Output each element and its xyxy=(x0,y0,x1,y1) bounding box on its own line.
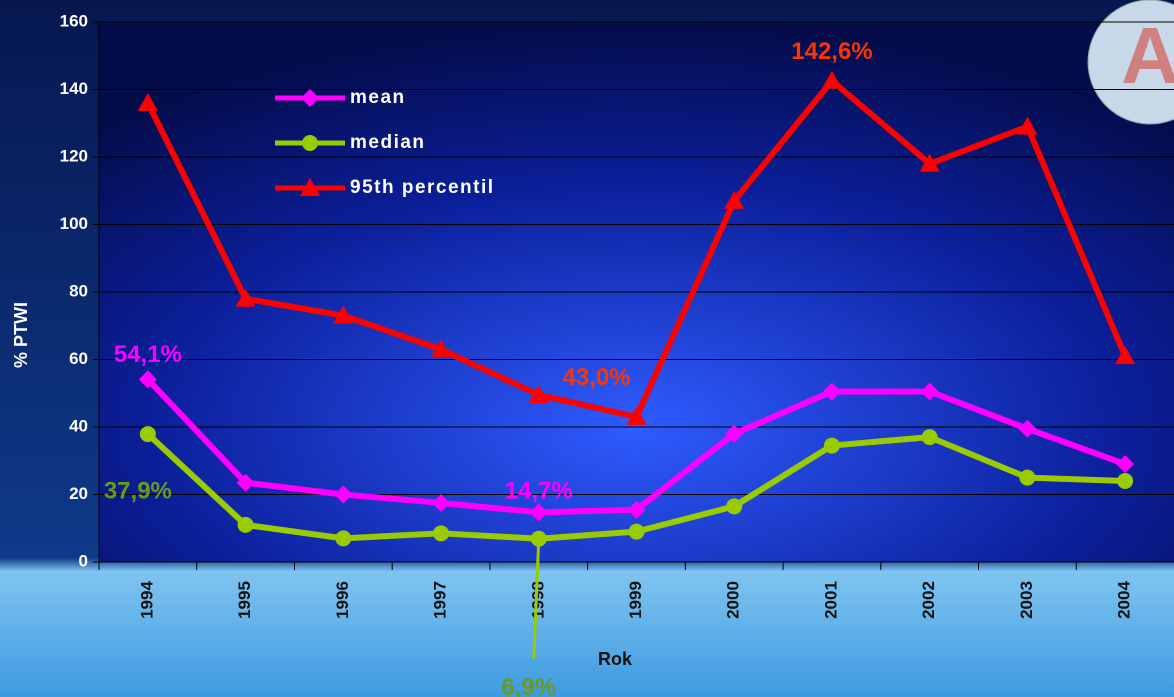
x-axis-title: Rok xyxy=(598,649,633,669)
data-point xyxy=(528,384,549,403)
data-point xyxy=(1117,473,1134,489)
x-tick-label: 1999 xyxy=(626,581,645,619)
x-tick-label: 2002 xyxy=(919,581,938,619)
x-tick-label: 1996 xyxy=(333,581,352,619)
x-tick-label: 2003 xyxy=(1017,581,1036,619)
data-label: 142,6% xyxy=(791,38,872,65)
data-point xyxy=(138,370,157,389)
data-point xyxy=(724,190,745,209)
y-tick-label: 40 xyxy=(69,416,88,435)
y-tick-label: 0 xyxy=(79,551,88,570)
data-point xyxy=(237,516,254,533)
legend-label: 95th percentil xyxy=(350,177,495,198)
y-tick-label: 140 xyxy=(60,79,88,98)
data-point xyxy=(334,485,353,504)
data-point xyxy=(433,525,450,542)
data-point xyxy=(137,93,158,111)
data-point xyxy=(627,500,646,519)
data-point xyxy=(1115,346,1136,365)
data-point xyxy=(1019,469,1036,486)
legend-marker xyxy=(300,178,320,196)
data-label: 6,9% xyxy=(501,674,556,697)
data-point xyxy=(821,70,842,89)
x-tick-label: 1997 xyxy=(431,581,450,619)
data-point xyxy=(919,153,940,172)
y-tick-label: 100 xyxy=(60,214,88,233)
data-point xyxy=(1116,455,1135,474)
y-tick-label: 80 xyxy=(69,281,88,300)
data-label: 43,0% xyxy=(562,364,630,391)
data-point xyxy=(823,437,840,454)
x-tick-label: 2004 xyxy=(1115,581,1134,619)
data-label: 54,1% xyxy=(114,341,182,368)
data-point xyxy=(335,530,352,547)
data-point xyxy=(333,305,354,324)
x-tick-label: 2000 xyxy=(724,581,743,619)
legend-label: mean xyxy=(350,87,406,108)
x-tick-label: 2001 xyxy=(821,581,840,619)
y-axis-title: % PTWI xyxy=(11,302,31,368)
data-point xyxy=(236,473,255,492)
x-tick-label: 1995 xyxy=(235,581,254,619)
data-point xyxy=(726,498,743,515)
data-point xyxy=(1017,116,1038,135)
data-point xyxy=(432,493,451,512)
data-point xyxy=(235,288,256,307)
data-point xyxy=(628,523,645,540)
data-point xyxy=(725,424,744,443)
data-point xyxy=(920,382,939,401)
legend-marker xyxy=(302,135,318,151)
legend-marker xyxy=(301,89,319,107)
data-point xyxy=(822,382,841,401)
data-label: 37,9% xyxy=(104,477,172,504)
y-tick-label: 120 xyxy=(60,146,88,165)
x-tick-label: 1998 xyxy=(528,581,547,619)
data-point xyxy=(139,426,156,443)
y-tick-label: 160 xyxy=(60,11,88,30)
y-tick-label: 60 xyxy=(69,349,88,368)
data-point xyxy=(626,406,647,425)
x-tick-label: 1994 xyxy=(137,581,156,619)
data-point xyxy=(529,503,548,522)
legend-label: median xyxy=(350,132,426,153)
data-point xyxy=(921,429,938,446)
data-point xyxy=(1018,419,1037,438)
leader-line xyxy=(532,538,541,659)
y-tick-label: 20 xyxy=(69,484,88,503)
data-point xyxy=(431,339,452,358)
data-label: 14,7% xyxy=(505,478,573,505)
logo-circle xyxy=(1087,0,1174,125)
logo: A xyxy=(1121,11,1174,100)
